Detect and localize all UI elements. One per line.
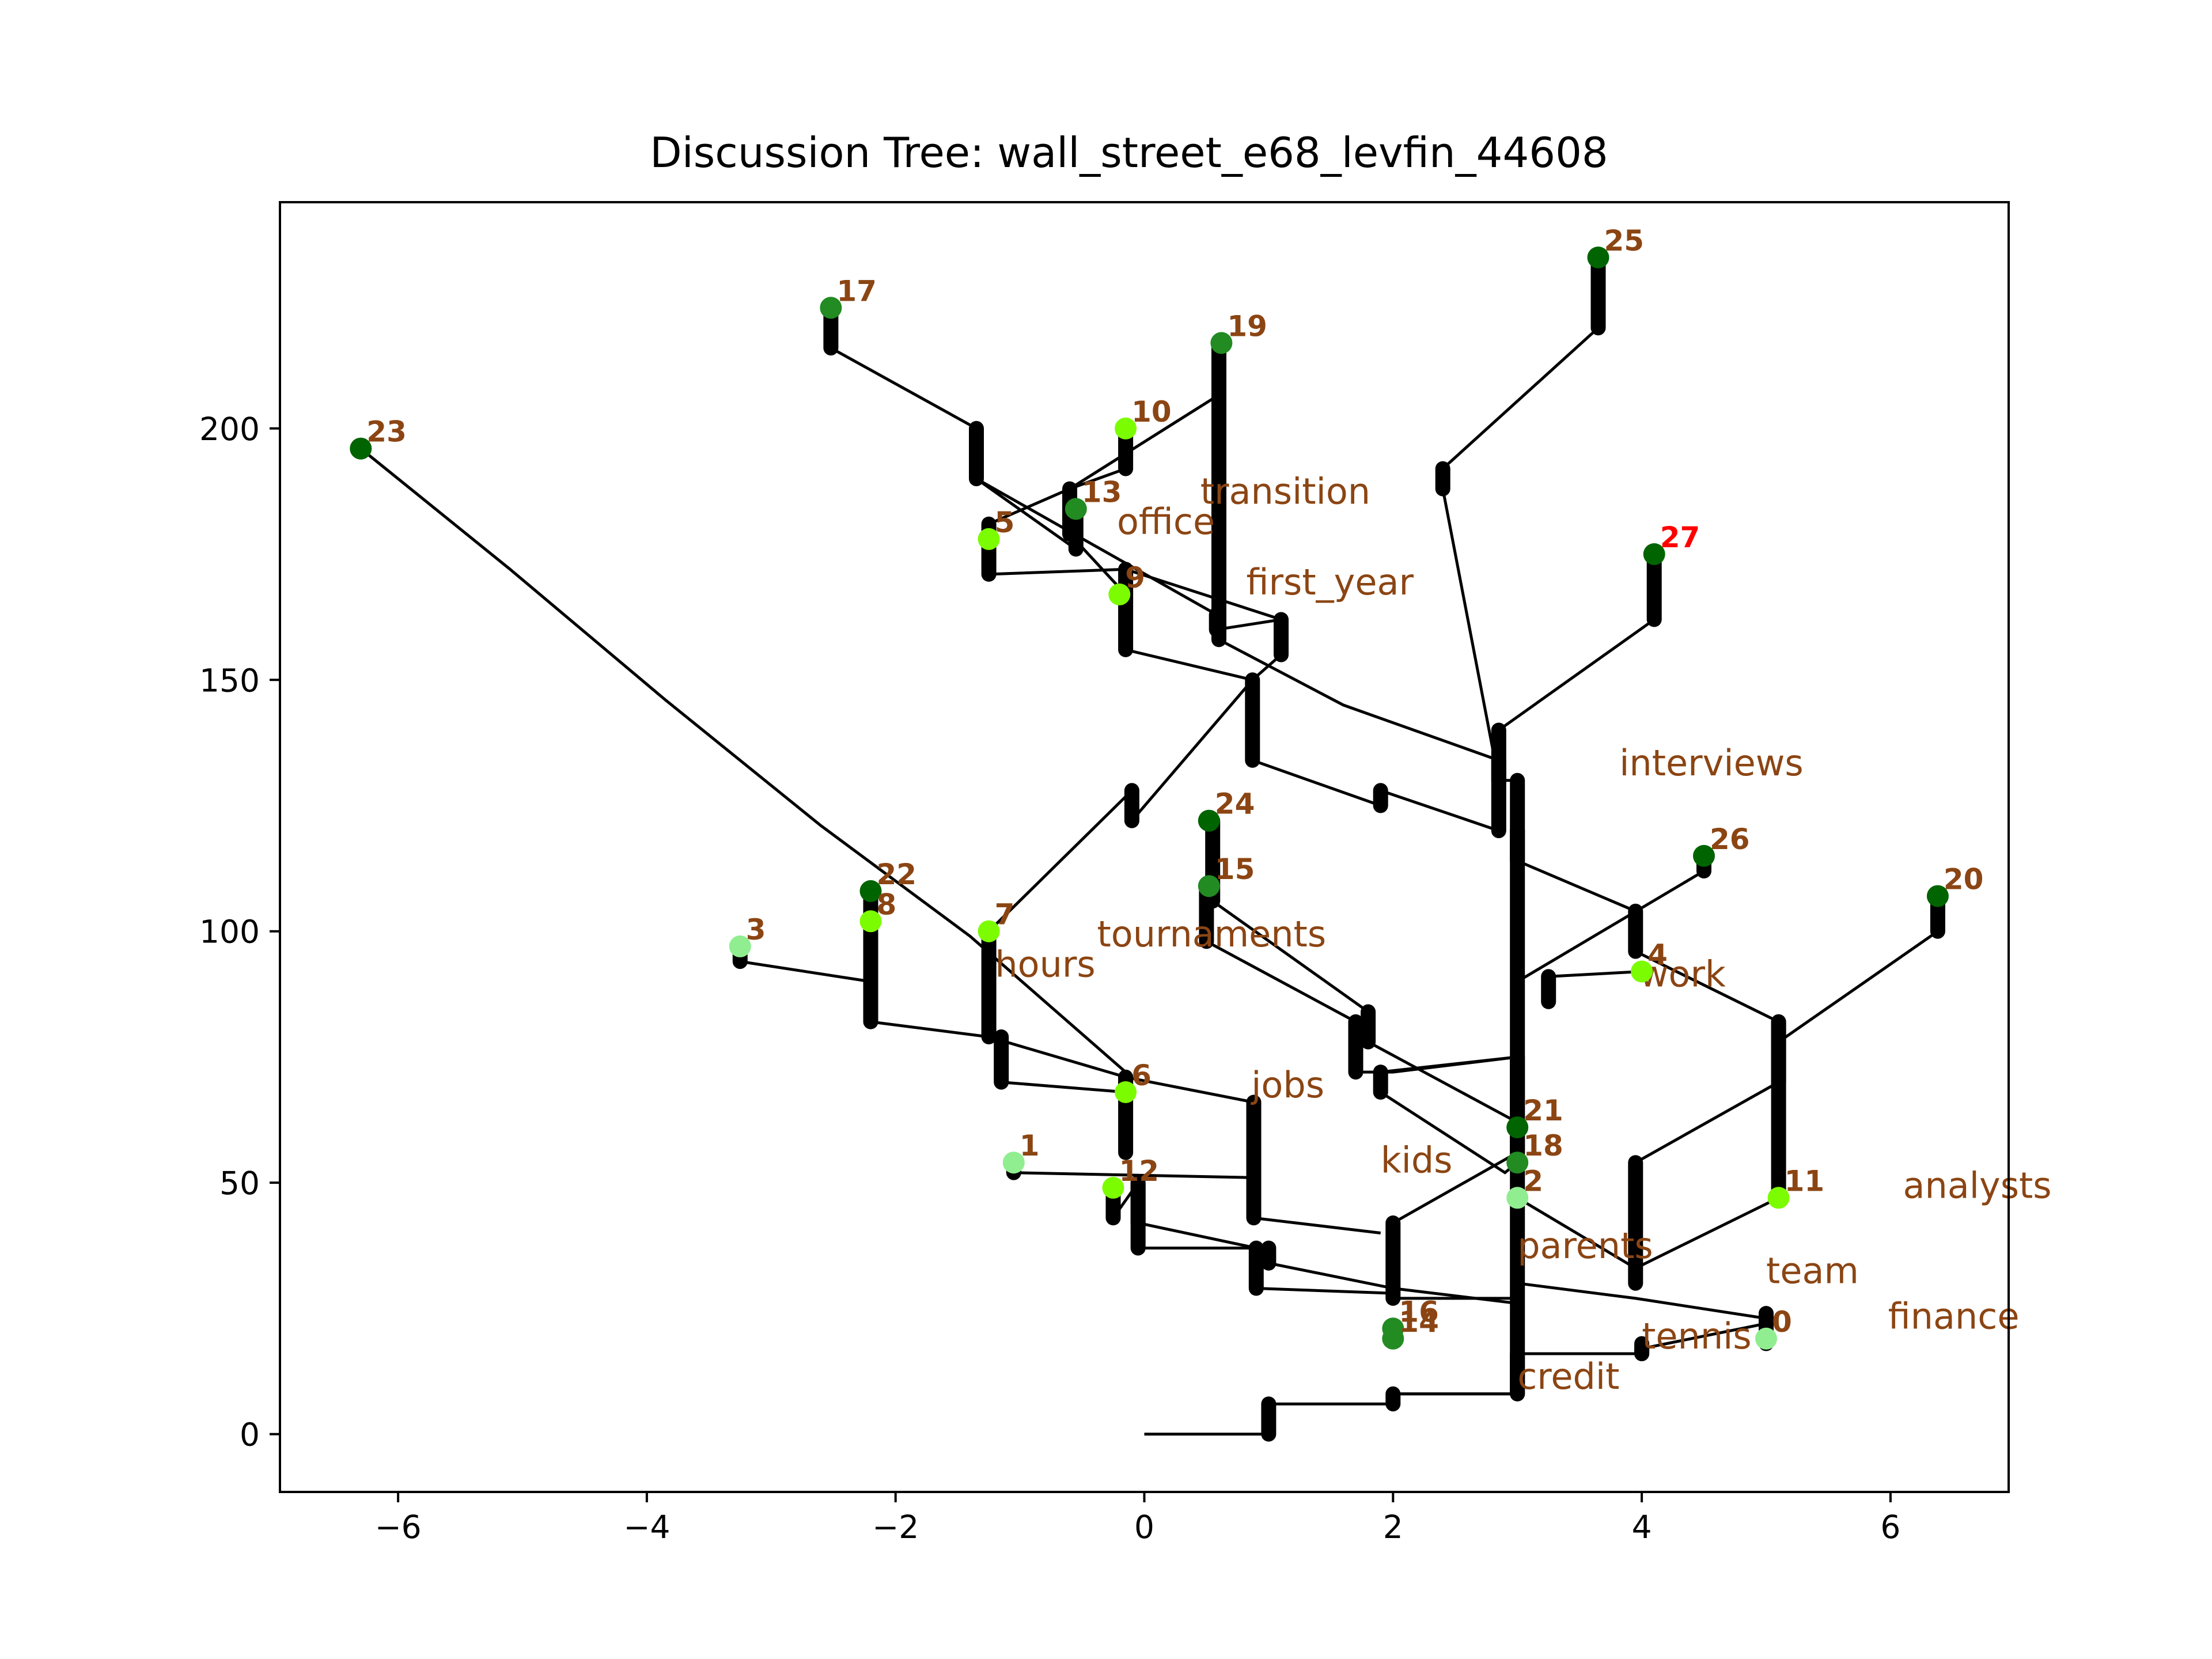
node-label: 6 — [1131, 1059, 1152, 1092]
node-point — [1210, 332, 1233, 354]
node-point — [1767, 1187, 1790, 1209]
keyword-label: parents — [1517, 1225, 1653, 1267]
tree-edge — [359, 447, 1127, 1073]
keyword-label: tennis — [1642, 1315, 1752, 1357]
node-label: 25 — [1604, 224, 1645, 257]
node-label: 26 — [1710, 823, 1750, 856]
node-label: 24 — [1215, 787, 1255, 821]
node-label: 7 — [995, 898, 1015, 931]
node-label: 9 — [1125, 561, 1145, 594]
chart-title: Discussion Tree: wall_street_e68_levfin_… — [650, 128, 1608, 177]
node-labels-layer: 0123456789101112131415161718192021222324… — [366, 224, 1983, 1339]
node-label: 16 — [1399, 1295, 1439, 1328]
node-label: 13 — [1082, 476, 1122, 509]
node-point — [978, 528, 1000, 550]
x-tick-label: −2 — [872, 1509, 919, 1546]
node-point — [1643, 543, 1665, 565]
node-point — [1506, 1187, 1529, 1209]
node-label: 22 — [877, 858, 917, 891]
node-label: 11 — [1785, 1164, 1825, 1198]
nodes-layer — [350, 247, 1949, 1350]
node-point — [978, 920, 1000, 942]
node-point — [1506, 1116, 1529, 1139]
tree-edge — [1069, 392, 1222, 490]
node-label: 18 — [1523, 1129, 1563, 1162]
node-label: 17 — [836, 274, 877, 308]
node-point — [1926, 885, 1949, 907]
keyword-label: credit — [1517, 1355, 1619, 1397]
y-tick-label: 0 — [240, 1416, 260, 1453]
node-label: 27 — [1660, 521, 1700, 554]
x-tick-label: 0 — [1134, 1509, 1154, 1546]
node-label: 4 — [1647, 938, 1668, 972]
node-label: 2 — [1523, 1164, 1543, 1198]
node-label: 3 — [746, 913, 766, 946]
x-tick-label: −6 — [375, 1509, 422, 1546]
node-point — [859, 910, 882, 933]
node-point — [859, 880, 882, 902]
y-tick-label: 100 — [199, 914, 260, 950]
keyword-label: team — [1766, 1250, 1859, 1292]
node-point — [1198, 809, 1220, 832]
node-label: 10 — [1131, 395, 1172, 429]
x-axis: −6 −4 −2 0 2 4 6 — [375, 1492, 1900, 1546]
tree-edge — [1001, 1081, 1126, 1094]
keyword-label: work — [1639, 953, 1726, 995]
tree-edge — [1516, 1196, 1779, 1270]
node-point — [1382, 1317, 1404, 1340]
x-tick-label: 2 — [1383, 1509, 1403, 1546]
node-label: 1 — [1020, 1129, 1040, 1162]
node-point — [1102, 1176, 1124, 1199]
node-label: 5 — [995, 506, 1015, 539]
keyword-label: office — [1117, 501, 1215, 543]
y-tick-label: 150 — [199, 662, 260, 699]
node-label: 0 — [1772, 1305, 1792, 1339]
keyword-label: interviews — [1619, 742, 1804, 784]
node-point — [729, 935, 751, 957]
keyword-label: analysts — [1903, 1164, 2052, 1206]
keyword-label: first_year — [1247, 561, 1414, 603]
y-axis: 0 50 100 150 200 — [199, 411, 280, 1453]
keyword-label: tournaments — [1097, 913, 1327, 955]
node-point — [1755, 1327, 1777, 1350]
node-point — [1115, 417, 1137, 440]
node-label: 19 — [1227, 309, 1267, 343]
keyword-label: hours — [995, 943, 1095, 985]
node-point — [1506, 1152, 1529, 1174]
node-point — [1002, 1152, 1025, 1174]
node-label: 20 — [1944, 863, 1984, 896]
x-tick-label: 6 — [1880, 1509, 1900, 1546]
node-point — [1115, 1081, 1137, 1103]
node-point — [820, 297, 842, 319]
node-point — [1693, 844, 1715, 867]
node-point — [1631, 960, 1653, 983]
node-label: 14 — [1399, 1305, 1439, 1339]
keyword-label: kids — [1381, 1139, 1453, 1181]
node-point — [1065, 498, 1087, 520]
x-tick-label: −4 — [623, 1509, 670, 1546]
node-label: 12 — [1119, 1154, 1160, 1188]
keyword-label: transition — [1200, 471, 1370, 513]
y-tick-label: 50 — [219, 1165, 260, 1202]
node-label: 8 — [877, 888, 897, 921]
keyword-label: jobs — [1250, 1064, 1324, 1106]
keyword-label: finance — [1888, 1295, 2020, 1337]
x-tick-label: 4 — [1632, 1509, 1652, 1546]
node-label: 23 — [366, 415, 407, 449]
node-label: 21 — [1523, 1094, 1563, 1127]
y-tick-label: 200 — [199, 411, 260, 448]
node-label: 15 — [1215, 853, 1255, 886]
node-point — [1108, 583, 1131, 605]
node-point — [350, 437, 372, 460]
node-point — [1587, 247, 1609, 268]
node-point — [1198, 875, 1220, 897]
